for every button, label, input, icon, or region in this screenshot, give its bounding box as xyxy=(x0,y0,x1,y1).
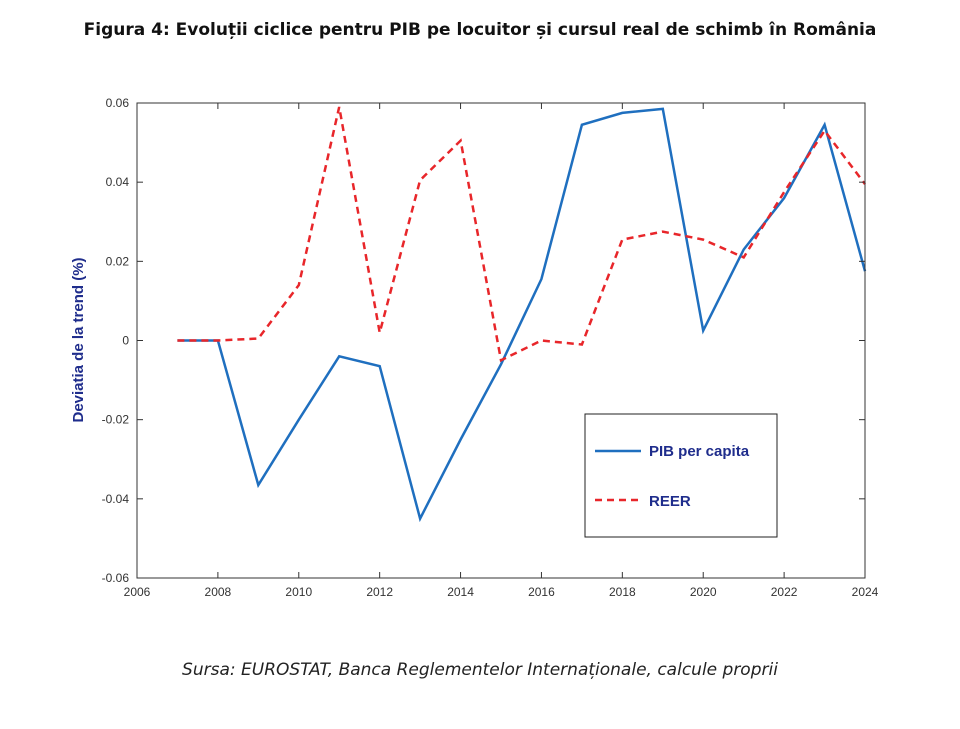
legend-label-pib: PIB per capita xyxy=(649,443,750,460)
y-tick-label: 0.02 xyxy=(106,254,130,268)
series-line-pib-per-capita xyxy=(177,107,867,523)
x-axis-ticks: 2006 2008 2010 2012 2014 2016 2018 2020 2022 2024 xyxy=(124,103,879,599)
series-line-reer xyxy=(177,106,866,363)
x-tick-label: 2024 xyxy=(852,585,879,599)
x-tick-label: 2020 xyxy=(690,585,717,599)
x-tick-label: 2016 xyxy=(528,585,555,599)
y-axis-label: Deviatia de la trend (%) xyxy=(70,257,87,422)
x-tick-label: 2006 xyxy=(124,585,151,599)
y-tick-label: 0.04 xyxy=(106,175,130,189)
y-tick-label: 0.06 xyxy=(106,96,130,110)
figure-source: Sursa: EUROSTAT, Banca Reglementelor Int… xyxy=(182,660,778,680)
series-layer xyxy=(177,106,867,523)
x-tick-label: 2022 xyxy=(771,585,798,599)
y-tick-label: 0 xyxy=(122,334,129,348)
y-axis-ticks: -0.06 -0.04 -0.02 0 0.02 0.04 0.06 xyxy=(102,96,865,585)
figure-title: Figura 4: Evoluții ciclice pentru PIB pe… xyxy=(83,20,877,40)
y-tick-label: -0.02 xyxy=(102,413,130,427)
legend-box xyxy=(584,413,778,538)
y-tick-label: -0.06 xyxy=(102,571,130,585)
x-tick-label: 2012 xyxy=(366,585,393,599)
x-tick-label: 2008 xyxy=(205,585,232,599)
legend: PIB per capita REER xyxy=(584,413,778,538)
x-tick-label: 2010 xyxy=(285,585,312,599)
x-tick-label: 2014 xyxy=(447,585,474,599)
legend-label-reer: REER xyxy=(649,493,691,510)
y-tick-label: -0.04 xyxy=(102,492,130,506)
x-tick-label: 2018 xyxy=(609,585,636,599)
